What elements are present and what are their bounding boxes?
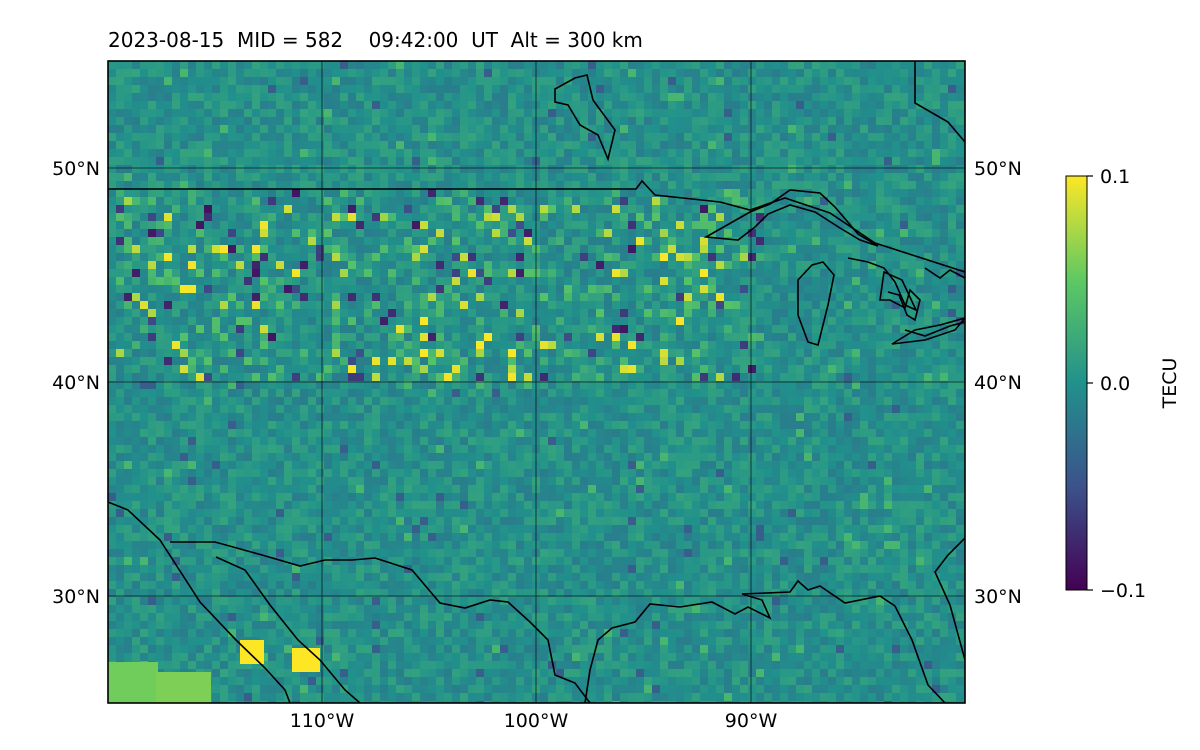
colorbar-title: TECU <box>1159 358 1181 410</box>
lon-label-100w: 100°W <box>504 710 569 732</box>
graticule <box>108 61 965 703</box>
coastlines <box>108 61 965 703</box>
colorbar: 0.1 0.0 −0.1 TECU <box>1065 166 1181 602</box>
colorbar-gradient <box>1065 175 1088 591</box>
lat-label-right-40n: 40°N <box>974 372 1022 394</box>
lat-label-left-30n: 30°N <box>52 586 100 608</box>
lake-michigan <box>797 261 835 347</box>
lat-label-right-50n: 50°N <box>974 158 1022 180</box>
colorbar-label-zero: 0.0 <box>1100 373 1130 395</box>
baja-peninsula <box>215 556 361 703</box>
colorbar-label-max: 0.1 <box>1100 166 1130 188</box>
gulf-coast-texas <box>584 579 946 703</box>
lon-label-110w: 110°W <box>290 710 355 732</box>
colorbar-label-min: −0.1 <box>1100 580 1146 602</box>
lat-label-right-30n: 30°N <box>974 586 1022 608</box>
map-frame <box>107 60 966 704</box>
pacific-coast <box>108 501 291 703</box>
ontario-shore <box>904 267 965 337</box>
hudson-bay-coast <box>914 61 965 143</box>
map-title: 2023-08-15 MID = 582 09:42:00 UT Alt = 3… <box>108 28 643 52</box>
lake-huron <box>847 257 921 322</box>
lake-erie <box>891 317 965 345</box>
tec-map <box>108 61 965 703</box>
us-mexico-border <box>170 541 591 703</box>
lake-superior <box>703 189 879 247</box>
james-bay-coast <box>554 74 616 162</box>
florida-atlantic-coast <box>934 537 965 661</box>
lat-label-left-50n: 50°N <box>52 158 100 180</box>
tec-cells <box>108 61 965 703</box>
lon-label-90w: 90°W <box>725 710 778 732</box>
lat-label-left-40n: 40°N <box>52 372 100 394</box>
